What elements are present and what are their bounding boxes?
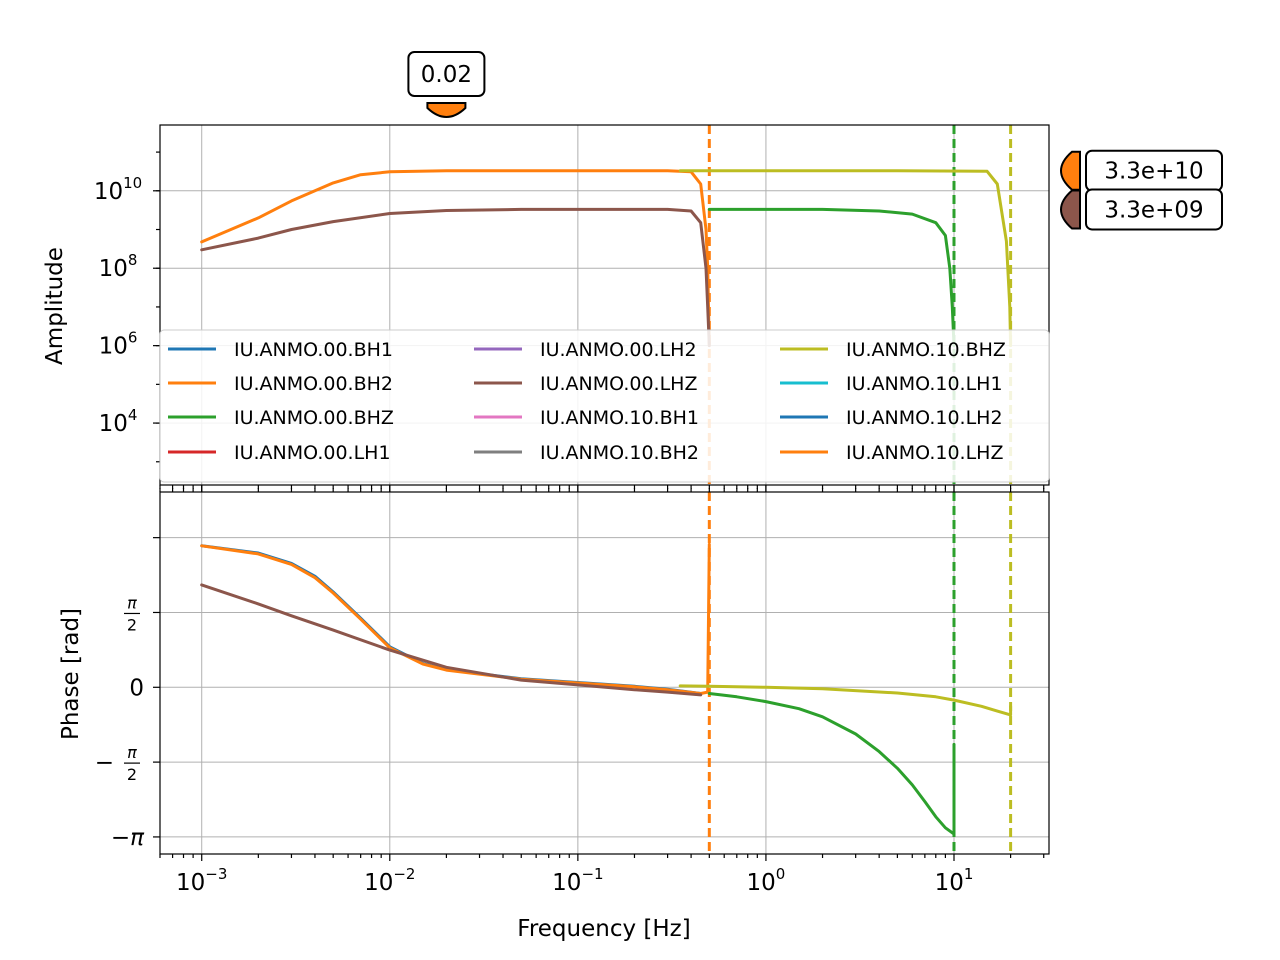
amplitude-ylabel: Amplitude [42,247,68,365]
amplitude-marker-box [1085,188,1223,231]
legend-label: IU.ANMO.00.LH1 [234,442,391,464]
amplitude-marker-pointer [1060,189,1081,230]
legend-entry[interactable]: IU.ANMO.10.BH1 [474,407,699,429]
legend-label: IU.ANMO.10.BH1 [540,407,699,429]
amplitude-series [200,169,1013,348]
svg-text:π: π [127,593,137,612]
amp-series-line [707,207,956,348]
legend-label: IU.ANMO.00.LH2 [540,339,697,361]
phase-series-line [707,692,956,836]
phase-y-tick-label: 0 [129,675,144,701]
phase-frame [159,491,1050,855]
x-axis-label: Frequency [Hz] [517,916,690,942]
svg-text:2: 2 [127,765,137,784]
amplitude-marker-label: 3.3e+10 [1104,159,1203,185]
phase-y-tick-label: − π 2 [95,743,140,784]
legend-label: IU.ANMO.00.BH2 [234,373,393,395]
phase-y-tick-label: π2 [124,593,140,634]
legend-label: IU.ANMO.10.LH2 [846,407,1003,429]
legend-label: IU.ANMO.10.LHZ [846,442,1003,464]
frequency-marker-pointer [426,102,467,118]
phase-ticks: π20− π2−π [95,537,160,851]
legend-entry[interactable]: IU.ANMO.10.BHZ [780,339,1006,361]
legend-label: IU.ANMO.10.BH2 [540,442,699,464]
amp-series-line [678,169,1013,348]
frequency-marker-label: 0.02 [421,62,472,88]
legend-box [159,329,1050,483]
legend-entry[interactable]: IU.ANMO.10.LHZ [780,442,1003,464]
amp-series-line [200,169,711,348]
amplitude-marker[interactable]: 3.3e+09 [1060,188,1223,231]
phase-panel: π20− π2−π Phase [rad] [58,491,1050,855]
legend-entry[interactable]: IU.ANMO.00.LHZ [474,373,697,395]
amp-series-line [200,207,711,348]
legend-entry[interactable]: IU.ANMO.00.BH1 [168,339,393,361]
frequency-marker-box [407,51,486,97]
amplitude-frame [159,124,1050,486]
legend-entry[interactable]: IU.ANMO.00.BH2 [168,373,393,395]
frequency-marker[interactable]: 0.02 [407,51,486,118]
phase-y-tick-label: −π [111,825,145,851]
legend-entry[interactable]: IU.ANMO.00.BHZ [168,407,394,429]
legend-entry[interactable]: IU.ANMO.00.LH1 [168,442,391,464]
legend-entry[interactable]: IU.ANMO.00.LH2 [474,339,697,361]
phase-ylabel: Phase [rad] [58,608,84,740]
legend-label: IU.ANMO.00.LHZ [540,373,697,395]
legend-label: IU.ANMO.00.BH1 [234,339,393,361]
amplitude-marker-label: 3.3e+09 [1104,197,1203,223]
legend-entry[interactable]: IU.ANMO.10.LH2 [780,407,1003,429]
legend-entries: IU.ANMO.00.BH1 IU.ANMO.00.BH2 IU.ANMO.00.B… [168,339,1006,464]
svg-text:2: 2 [127,615,137,634]
x-tick-label: 10−2 [364,865,415,896]
markers[interactable]: 0.02 3.3e+10 3.3e+09 [407,51,1223,231]
legend-label: IU.ANMO.00.BHZ [234,407,394,429]
legend[interactable]: IU.ANMO.00.BH1 IU.ANMO.00.BH2 IU.ANMO.00.B… [159,329,1050,483]
legend-entry[interactable]: IU.ANMO.10.BH2 [474,442,699,464]
svg-text:−: − [95,750,114,776]
legend-label: IU.ANMO.10.LH1 [846,373,1003,395]
phase-series-line [678,684,1013,717]
phase-series-line [200,542,711,695]
amplitude-marker[interactable]: 3.3e+10 [1060,149,1223,192]
svg-text:π: π [127,743,137,762]
legend-label: IU.ANMO.10.BHZ [846,339,1006,361]
phase-series [200,542,1013,836]
legend-entry[interactable]: IU.ANMO.10.LH1 [780,373,1003,395]
phase-series-line [200,583,703,697]
